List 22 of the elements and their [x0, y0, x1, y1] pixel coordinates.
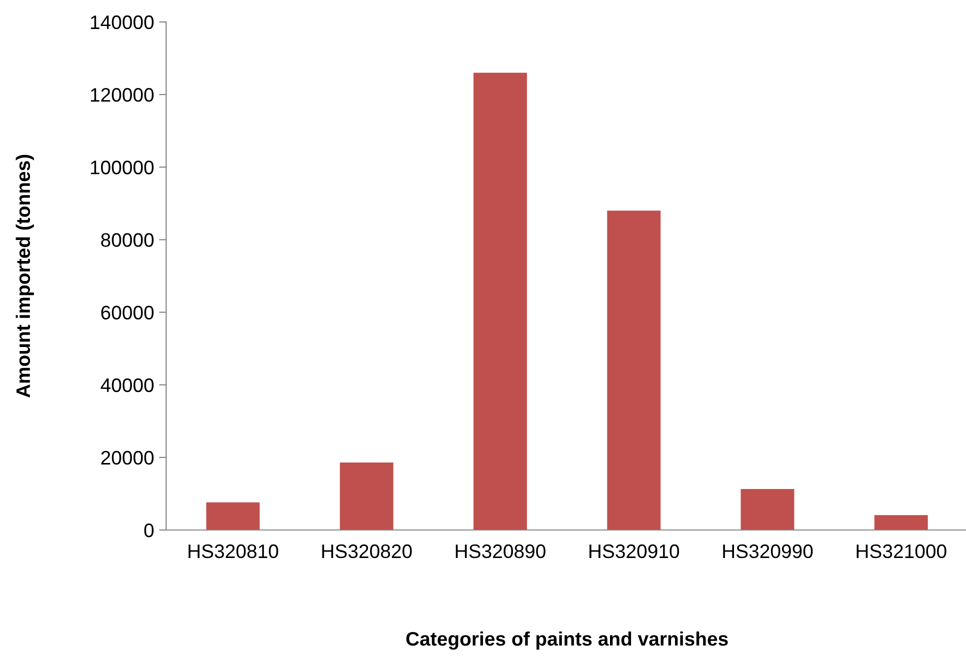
- bar: [206, 502, 260, 530]
- y-tick-label: 0: [144, 523, 154, 538]
- x-tick-label: HS320810: [188, 544, 278, 558]
- x-tick-label: HS320820: [322, 544, 412, 558]
- y-tick-label: 120000: [90, 88, 154, 102]
- x-tick-label: HS320910: [590, 544, 680, 558]
- bar: [874, 515, 928, 530]
- y-axis-title: Amount imported (tonnes): [16, 154, 34, 398]
- bar: [607, 210, 661, 530]
- x-tick-label: HS320990: [723, 544, 813, 558]
- x-tick-label: HS321000: [856, 544, 946, 558]
- y-tick-label: 80000: [101, 233, 154, 247]
- y-tick-label: 100000: [90, 160, 154, 174]
- bar: [474, 72, 527, 530]
- x-tick-label: HS320890: [456, 544, 546, 558]
- bar: [740, 488, 794, 530]
- y-tick-label: 40000: [100, 378, 154, 392]
- y-tick-label: 60000: [101, 306, 154, 320]
- y-tick-label: 20000: [101, 450, 154, 465]
- bar: [340, 462, 394, 530]
- x-axis-title: Categories of paints and varnishes: [406, 631, 728, 650]
- y-tick-label: 140000: [90, 15, 154, 30]
